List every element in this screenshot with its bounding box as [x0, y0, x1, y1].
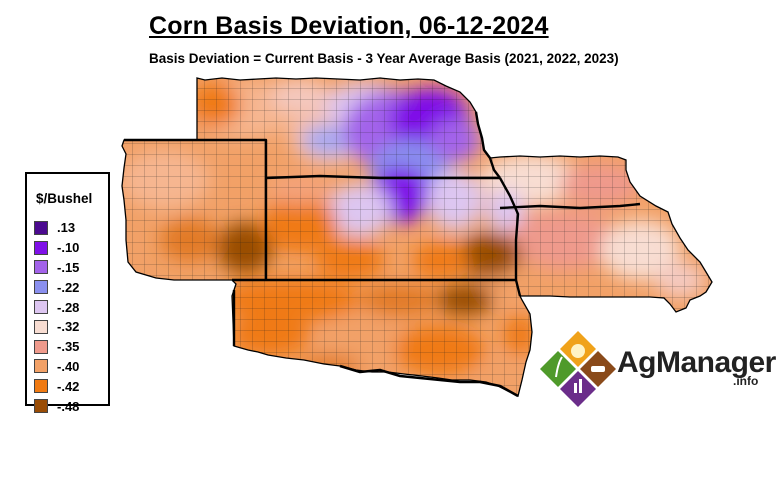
- legend-label: -.22: [57, 279, 80, 295]
- legend-item: .13: [34, 218, 79, 238]
- legend-item: -.28: [34, 297, 79, 317]
- legend-item: -.15: [34, 258, 79, 278]
- legend-item: -.40: [34, 357, 79, 377]
- legend-item: -.48: [34, 396, 79, 416]
- legend-label: -.15: [57, 259, 80, 275]
- legend-swatch: [34, 220, 48, 235]
- legend-label: -.32: [57, 319, 80, 335]
- legend-swatch: [34, 240, 48, 255]
- legend-label: -.40: [57, 358, 80, 374]
- legend-swatch: [34, 359, 48, 374]
- logo-suffix: .info: [733, 374, 759, 388]
- legend-swatch: [34, 260, 48, 275]
- legend: $/Bushel .13 -.10 -.15 -.22 -.28 -.32 -.…: [25, 172, 110, 414]
- legend-swatch: [34, 280, 48, 295]
- legend-swatch: [34, 319, 48, 334]
- legend-label: .13: [57, 220, 76, 236]
- agmanager-diamond-logo: [540, 329, 616, 407]
- legend-label: -.10: [57, 240, 80, 256]
- map-subtitle: Basis Deviation = Current Basis - 3 Year…: [149, 51, 619, 66]
- legend-item: -.35: [34, 337, 79, 357]
- logo-wordmark: AgManager: [617, 346, 776, 379]
- legend-title: $/Bushel: [36, 191, 93, 206]
- legend-swatch: [34, 339, 48, 354]
- legend-label: -.42: [57, 378, 80, 394]
- legend-swatch: [34, 399, 48, 414]
- legend-label: -.48: [57, 398, 80, 414]
- legend-label: -.35: [57, 339, 80, 355]
- legend-swatch: [34, 379, 48, 394]
- legend-swatch: [34, 300, 48, 315]
- legend-item: -.10: [34, 238, 79, 258]
- map-title: Corn Basis Deviation, 06-12-2024: [149, 12, 549, 40]
- legend-label: -.28: [57, 299, 80, 315]
- legend-item: -.32: [34, 317, 79, 337]
- legend-item: -.22: [34, 277, 79, 297]
- legend-item: -.42: [34, 376, 79, 396]
